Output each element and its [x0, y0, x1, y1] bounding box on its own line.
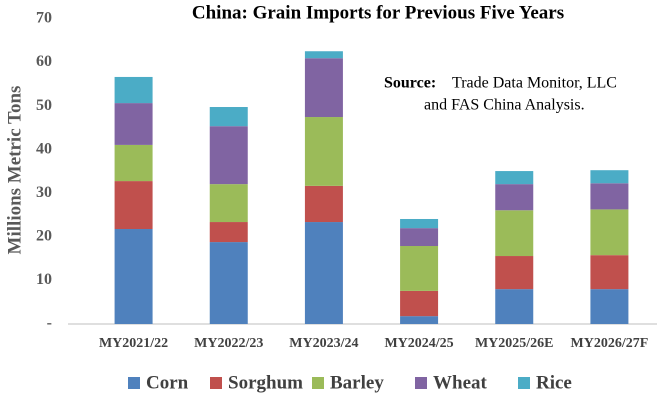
annotation-label: Source:: [384, 75, 436, 92]
bar-segment: [590, 289, 629, 324]
legend-swatch: [415, 377, 427, 389]
legend-swatch: [210, 377, 222, 389]
x-tick-label: MY2022/23: [194, 336, 263, 351]
annotation-text: Trade Data Monitor, LLC: [452, 75, 617, 92]
bar-segment: [590, 183, 629, 210]
bar-segment: [114, 144, 153, 182]
bar-segment: [209, 222, 248, 243]
y-tick-label: 70: [36, 10, 52, 27]
bar-segment: [400, 246, 439, 291]
bar-segment: [209, 242, 248, 324]
legend-label: Rice: [536, 372, 572, 393]
legend-label: Corn: [146, 372, 189, 393]
x-tick-label: MY2021/22: [99, 336, 168, 351]
y-tick-label: 40: [36, 140, 52, 157]
y-tick-label: 60: [36, 53, 52, 70]
legend-label: Wheat: [433, 372, 488, 393]
bar-segment: [304, 185, 343, 223]
bar-segment: [304, 51, 343, 59]
bar-segment: [495, 171, 534, 185]
x-tick-label: MY2024/25: [384, 336, 453, 351]
bar-segment: [400, 228, 439, 247]
legend-swatch: [518, 377, 530, 389]
bar-segment: [495, 184, 534, 211]
bar-segment: [495, 289, 534, 324]
bar-segment: [114, 103, 153, 145]
bar-segment: [400, 316, 439, 324]
bar-segment: [304, 222, 343, 324]
annotation-text: and FAS China Analysis.: [424, 97, 585, 114]
bar-segment: [400, 218, 439, 229]
legend-label: Sorghum: [228, 372, 303, 393]
x-tick-label: MY2023/24: [289, 336, 358, 351]
y-tick-label: 10: [36, 271, 52, 288]
legend-swatch: [128, 377, 140, 389]
bar-segment: [400, 290, 439, 317]
bar-segment: [304, 58, 343, 118]
chart-title: China: Grain Imports for Previous Five Y…: [192, 2, 564, 23]
bar-segment: [590, 255, 629, 290]
bar-segment: [590, 170, 629, 184]
bar-segment: [495, 210, 534, 257]
x-tick-label: MY2026/27F: [571, 336, 649, 351]
y-tick-label: 20: [36, 228, 52, 245]
x-tick-label: MY2025/26E: [475, 336, 554, 351]
y-axis-title: Millions Metric Tons: [4, 86, 25, 255]
bar-segment: [209, 184, 248, 223]
y-tick-label: -: [47, 315, 52, 332]
bar-segment: [304, 117, 343, 186]
bar-segment: [209, 107, 248, 127]
legend-label: Barley: [330, 372, 384, 393]
legend-swatch: [312, 377, 324, 389]
bar-segment: [590, 209, 629, 256]
bar-segment: [114, 229, 153, 324]
bar-segment: [209, 126, 248, 185]
bar-segment: [114, 181, 153, 230]
y-tick-label: 50: [36, 97, 52, 114]
bar-segment: [495, 256, 534, 290]
y-tick-label: 30: [36, 184, 52, 201]
bar-segment: [114, 76, 153, 104]
